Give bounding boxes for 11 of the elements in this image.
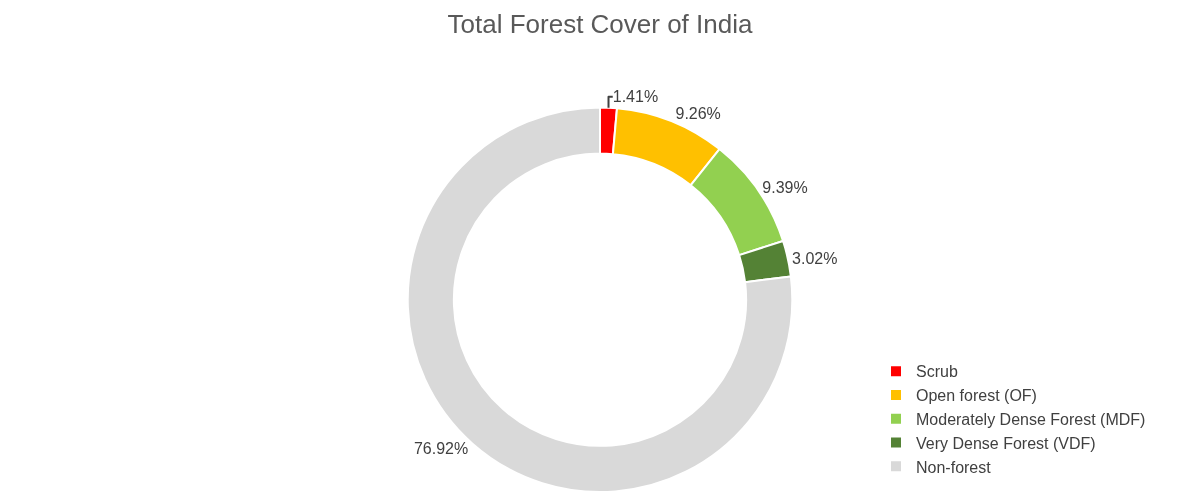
legend-label: Scrub [916, 363, 958, 381]
data-label: 1.41% [612, 88, 659, 106]
legend-label: Open forest (OF) [916, 387, 1037, 405]
data-label: 9.39% [762, 179, 808, 197]
data-label: 9.26% [675, 105, 721, 123]
legend-label: Moderately Dense Forest (MDF) [916, 411, 1146, 428]
chart-title: Total Forest Cover of India [447, 9, 753, 40]
data-label: 76.92% [413, 439, 469, 457]
legend-label: Non-forest [916, 458, 992, 476]
legend-label: Very Dense Forest (VDF) [916, 434, 1096, 452]
data-label: 3.02% [792, 249, 838, 267]
